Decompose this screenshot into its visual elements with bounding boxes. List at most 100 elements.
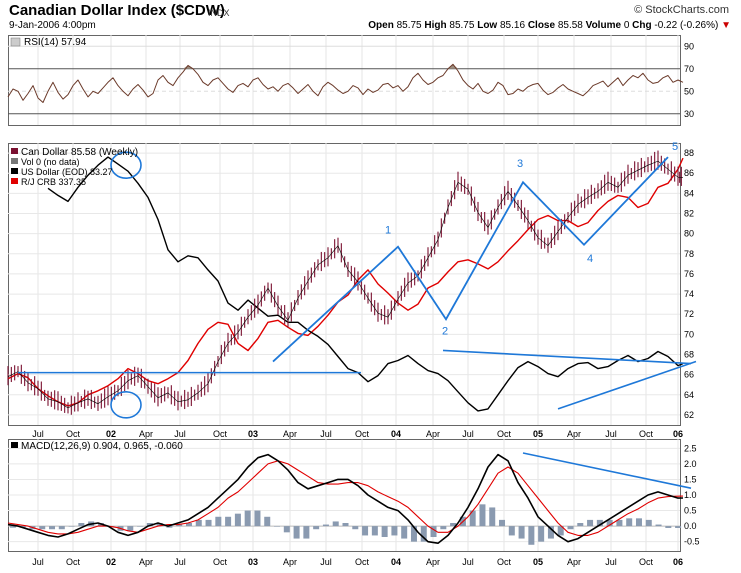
price-tick-label: 82 [684,209,694,219]
macd-histogram-bar [303,526,310,539]
macd-histogram-bar [655,524,662,527]
time-tick-label: Jul [462,557,474,567]
price-tick-label: 80 [684,229,694,239]
macd-histogram-bar [538,526,545,542]
macd-histogram-bar [137,526,144,527]
chg-label: Chg [632,20,652,31]
price-legend-swatch [11,178,18,184]
macd-histogram-bar [518,526,525,539]
macd-histogram-bar [675,526,682,528]
macd-trendline [522,452,692,489]
macd-histogram-bar [332,521,339,527]
price-tick-label: 66 [684,370,694,380]
time-tick-label: Oct [66,429,81,439]
price-tick-label: 86 [684,168,694,178]
price-tick-label: 78 [684,249,694,259]
macd-histogram-bar [567,526,574,530]
time-tick-label: Apr [567,557,581,567]
high-value: 85.75 [449,20,475,31]
macd-histogram-bar [450,523,457,527]
macd-histogram-bar [293,526,300,539]
time-tick-label: Apr [139,557,153,567]
macd-histogram-bar [264,516,271,527]
time-tick-label: 04 [391,557,401,567]
highlight-circle [110,151,142,179]
macd-line [7,453,684,544]
time-tick-label: Oct [355,429,370,439]
price-legend-swatch [11,148,18,154]
time-tick-label: 05 [533,429,543,439]
time-tick-label: Oct [355,557,370,567]
price-legend-entry: Vol 0 (no data) [21,157,80,167]
macd-histogram-bar [606,519,613,527]
macd-tick-label: 2.0 [684,459,697,469]
macd-histogram-bar [254,510,261,527]
macd-histogram-bar [626,518,633,527]
wave-label: 4 [587,253,593,265]
macd-histogram-bar [342,523,349,527]
macd-histogram-bar [225,516,232,527]
macd-histogram-bar [430,526,437,537]
macd-histogram-bar [322,524,329,527]
macd-histogram-bar [489,507,496,527]
macd-histogram-bar [499,519,506,527]
price-trendline [442,349,692,365]
macd-tick-label: 1.5 [684,474,697,484]
macd-histogram-bar [127,526,134,531]
macd-histogram-bar [665,526,672,528]
exchange-label: INDX [208,8,230,18]
time-tick-label: 03 [248,557,258,567]
macd-histogram-bar [479,504,486,527]
macd-histogram-bar [244,510,251,527]
price-tick-label: 70 [684,329,694,339]
time-tick-label: 02 [106,557,116,567]
macd-histogram-bar [557,526,564,536]
macd-histogram-bar [401,526,408,539]
usd-line [47,156,684,412]
macd-histogram-bar [234,513,241,527]
rsi-tick-label: 50 [684,86,694,96]
time-tick-label: Jul [320,429,332,439]
volume-value: 0 [623,20,630,31]
macd-histogram-bar [274,526,281,527]
rsi-line [7,63,684,103]
macd-histogram-bar [469,510,476,527]
chg-value: -0.22 (-0.26%) [654,20,719,31]
macd-histogram-bar [616,519,623,527]
macd-histogram-bar [68,526,75,527]
time-tick-label: Oct [213,429,228,439]
macd-histogram-bar [635,518,642,527]
time-tick-label: Jul [174,429,186,439]
rsi-tick-label: 30 [684,109,694,119]
cad-close-line [7,160,684,409]
time-tick-label: Jul [32,429,44,439]
price-tick-label: 74 [684,289,694,299]
time-tick-label: Jul [320,557,332,567]
macd-histogram-bar [508,526,515,536]
macd-histogram-bar [410,526,417,542]
macd-histogram-bar [391,526,398,536]
time-tick-label: Apr [426,557,440,567]
volume-label: Volume [585,20,622,31]
down-arrow-icon: ▼ [721,20,731,31]
rsi-tick-label: 70 [684,64,694,74]
price-legend-swatch [11,168,18,174]
low-value: 85.16 [500,20,526,31]
close-label: Close [527,20,556,31]
price-tick-label: 62 [684,410,694,420]
macd-histogram-bar [205,519,212,527]
macd-histogram-bar [146,523,153,527]
date-time: 9-Jan-2006 4:00pm [9,20,96,31]
price-tick-label: 88 [684,148,694,158]
time-tick-label: Jul [605,429,617,439]
crb-line [7,157,684,407]
macd-histogram-bar [49,526,56,530]
time-tick-label: Apr [283,429,297,439]
low-label: Low [477,20,498,31]
time-tick-label: 05 [533,557,543,567]
time-tick-label: Jul [32,557,44,567]
macd-histogram-bar [283,526,290,533]
macd-histogram-bar [440,526,447,530]
macd-histogram-bar [362,526,369,536]
